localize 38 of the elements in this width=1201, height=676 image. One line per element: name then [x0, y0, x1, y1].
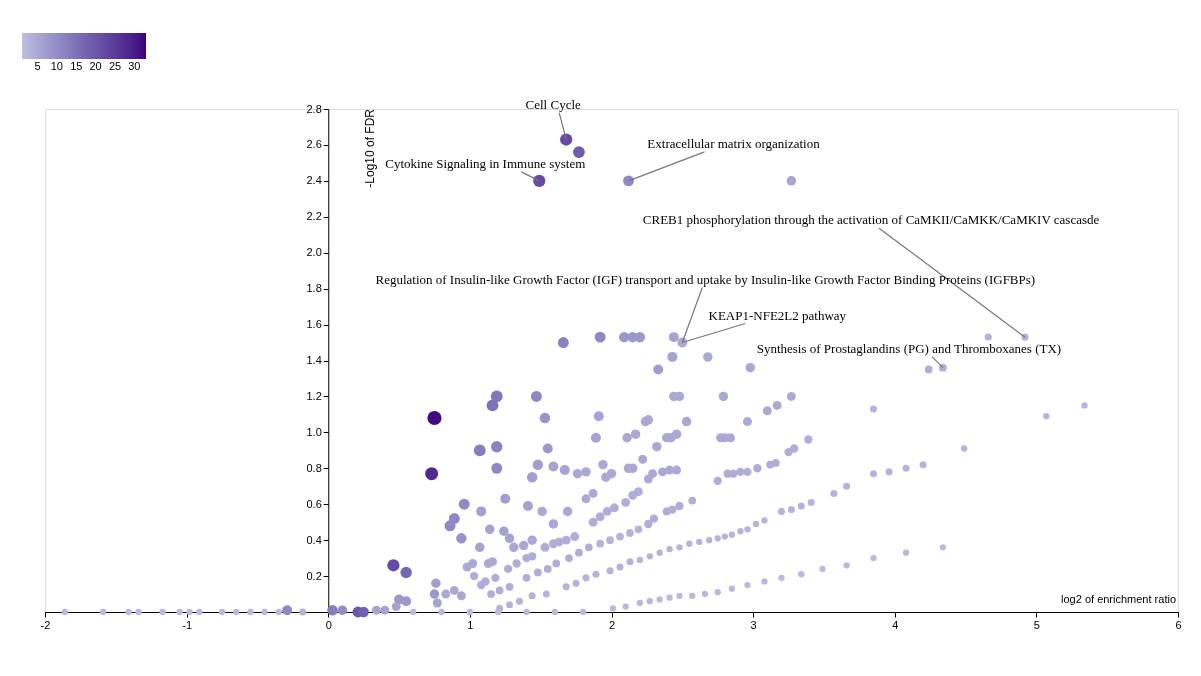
y-tick-label: 0.4: [306, 533, 322, 546]
color-bar-label: 15: [70, 60, 83, 72]
x-tick-label: -2: [40, 618, 51, 631]
y-tick-label: 1.0: [306, 425, 322, 438]
color-bar-label: 25: [108, 60, 122, 72]
x-tick-label: 6: [1175, 618, 1182, 631]
x-axis-title: log2 of enrichment ratio: [1061, 593, 1176, 605]
annotation: Regulation of Insulin-like Growth Factor (IGF) transport and uptake by Insulin-like Growth Factor Binding Proteins (IGFBPs): [375, 271, 1036, 287]
y-tick-label: 0.8: [306, 461, 322, 474]
x-tick-label: 3: [750, 618, 757, 631]
y-tick-label: 2.6: [306, 138, 322, 151]
annotation: Synthesis of Prostaglandins (PG) and Thromboxanes (TX): [756, 340, 1062, 356]
y-tick-label: 2.2: [306, 210, 322, 223]
y-tick-label: 2.4: [306, 174, 322, 187]
annotation: KEAP1-NFE2L2 pathway: [708, 307, 847, 323]
y-tick-label: 1.2: [306, 389, 322, 402]
y-tick-label: 2.8: [306, 102, 322, 115]
annotation: Cell Cycle: [525, 96, 582, 112]
y-tick-label: 2.0: [306, 246, 322, 259]
x-tick-label: 4: [892, 618, 899, 631]
y-tick-label: 1.6: [306, 318, 322, 331]
y-tick-label: 0.6: [306, 497, 322, 510]
y-tick-label: 0.2: [306, 569, 322, 582]
color-bar-label: 30: [128, 60, 141, 72]
y-axis-title: -Log10 of FDR: [363, 108, 378, 188]
color-bar-label: 5: [34, 60, 41, 72]
x-tick-label: 1: [467, 618, 474, 631]
x-tick-label: -1: [182, 618, 193, 631]
x-tick-label: 5: [1033, 618, 1040, 631]
annotation: Cytokine Signaling in Immune system: [385, 155, 586, 171]
y-tick-label: 1.8: [306, 282, 322, 295]
annotation: Extracellular matrix organization: [647, 135, 821, 151]
x-tick-label: 0: [325, 618, 332, 631]
y-tick-label: 1.4: [306, 354, 322, 366]
color-bar-label: 20: [89, 60, 102, 72]
annotation: CREB1 phosphorylation through the activation of CaMKII/CaMKK/CaMKIV cascasde: [642, 212, 1100, 228]
x-tick-label: 2: [608, 618, 616, 631]
color-bar-label: 10: [50, 60, 63, 72]
